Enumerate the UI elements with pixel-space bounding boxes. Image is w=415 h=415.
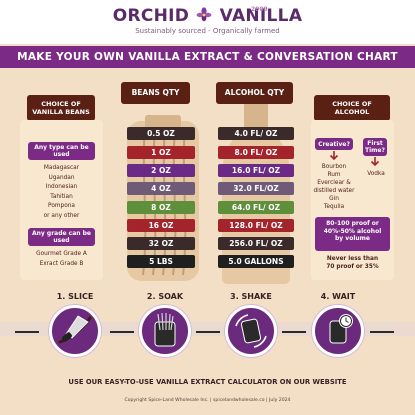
arrow-down-icon (370, 157, 380, 167)
step-arrow-icon (110, 331, 134, 333)
alcohol-choice-card: Creative? First Time? Bourbon Rum Evercl… (311, 120, 394, 280)
logo-orchid-text: ORCHID (112, 6, 190, 26)
knife-slicing-bean-icon (49, 305, 101, 357)
beans-qty-row: 2 OZ (127, 164, 195, 177)
alcohol-qty-row: 256.0 FL/ OZ (218, 237, 294, 250)
bean-type: Pompona (48, 203, 75, 209)
step-label: 2. SOAK (146, 292, 184, 301)
proof-note: Never less than 70 proof or 35% (311, 255, 394, 271)
tagline: Sustainably sourced - Organically farmed (135, 27, 280, 35)
beans-choice-title: CHOICE OF VANILLA BEANS (27, 95, 95, 121)
orchid-flower-icon (197, 7, 212, 22)
alcohol-qty-row: 32.0 FL/OZ (218, 182, 294, 195)
shake-jar-icon (225, 305, 277, 357)
bean-types-list: Madagascar Ugandan Indonesian Tahitian P… (20, 164, 103, 221)
beans-qty-row: 16 OZ (127, 219, 195, 232)
beans-in-jar-icon (139, 305, 191, 357)
alcohol-option: Bourbon (321, 164, 347, 170)
any-type-pill: Any type can be used (28, 142, 95, 160)
beans-qty-row: 32 OZ (127, 237, 195, 250)
alcohol-option: Gin (329, 196, 339, 202)
alcohol-qty-row: 64.0 FL/ OZ (218, 201, 294, 214)
step-label: 3. SHAKE (230, 292, 272, 301)
bean-type: Madagascar (43, 165, 80, 171)
alcohol-qty-row: 4.0 FL/ OZ (218, 127, 294, 140)
alcohol-option: distilled water (313, 188, 355, 194)
first-time-alcohol-list: Vodka (361, 170, 391, 180)
calculator-link[interactable]: USE OUR EASY-TO-USE VANILLA EXTRACT CALC… (68, 378, 347, 386)
beans-qty-row: 0.5 OZ (127, 127, 195, 140)
beans-qty-row: 4 OZ (127, 182, 195, 195)
creative-alcohol-list: Bourbon Rum Everclear & distilled water … (311, 163, 357, 211)
proof-note-line: 70 proof or 35% (326, 264, 379, 270)
step-arrow-icon (282, 331, 306, 333)
bean-type: or any other (43, 212, 80, 219)
beans-qty-row: 5 LBS (127, 255, 195, 268)
alcohol-qty-title: ALCOHOL QTY (216, 82, 293, 104)
bean-type: Tahitian (50, 193, 73, 200)
step-arrow-icon (15, 331, 39, 333)
chart-title-banner: MAKE YOUR OWN VANILLA EXTRACT & CONVERSA… (0, 46, 415, 68)
bean-grade: Exract Grade B (39, 260, 84, 267)
step-label: 1. SLICE (56, 292, 94, 301)
arrow-down-icon (329, 151, 339, 161)
bean-type: Ugandan (48, 174, 75, 181)
alcohol-qty-row: 16.0 FL/ OZ (218, 164, 294, 177)
proof-pill: 80-100 proof or 40%-50% alcohol by volum… (315, 217, 390, 251)
proof-note-line: Never less than (326, 256, 379, 262)
alcohol-option: Everclear & (317, 180, 351, 186)
logo-vanilla-text: VANILLA (219, 6, 303, 26)
logo: ORCHID VANILLA (0, 6, 415, 26)
alcohol-choice-title: CHOICE OF ALCOHOL (314, 95, 390, 121)
bean-type: Indonesian (45, 184, 78, 190)
step-label: 4. WAIT (320, 292, 356, 301)
bean-grades-list: Gourmet Grade A Exract Grade B (20, 250, 103, 269)
alcohol-option: Tequila (323, 204, 345, 210)
alcohol-qty-row: 128.0 FL/ OZ (218, 219, 294, 232)
beans-qty-row: 1 OZ (127, 146, 195, 159)
any-grade-pill: Any grade can be used (28, 228, 95, 246)
steps-track (0, 322, 415, 336)
alcohol-qty-row: 8.0 FL/ OZ (218, 146, 294, 159)
alcohol-option: Vodka (367, 171, 385, 177)
step-arrow-icon (370, 331, 394, 333)
step-arrow-icon (196, 331, 220, 333)
logo-year: 2009 (251, 6, 268, 13)
beans-qty-title: BEANS QTY (121, 82, 190, 104)
alcohol-qty-row: 5.0 GALLONS (218, 255, 294, 268)
bean-grade: Gourmet Grade A (36, 251, 87, 257)
copyright: Copyright Spice-Land Wholesale Inc. | sp… (124, 398, 291, 403)
timer-jar-icon (312, 305, 364, 357)
beans-choice-card: Any type can be used Madagascar Ugandan … (20, 120, 103, 280)
creative-pill: Creative? (315, 138, 353, 150)
beans-qty-row: 8 OZ (127, 201, 195, 214)
first-time-pill: First Time? (363, 138, 387, 156)
header: ORCHID VANILLA 2009 Sustainably sourced … (0, 0, 415, 44)
alcohol-option: Rum (327, 172, 341, 178)
